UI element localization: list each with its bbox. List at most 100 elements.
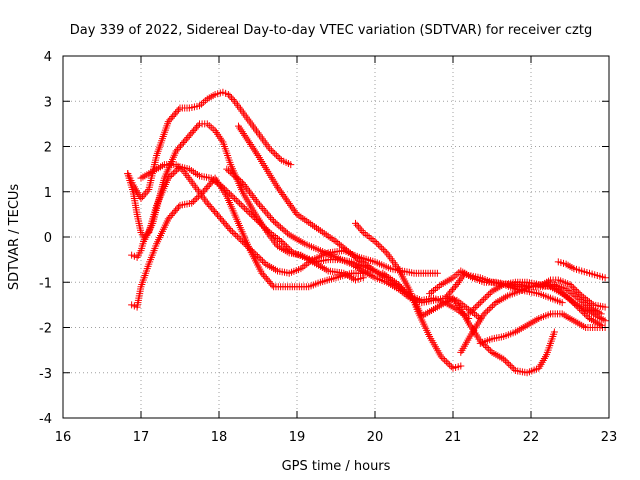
x-axis-label: GPS time / hours (282, 459, 391, 474)
plus-marker (140, 191, 148, 199)
y-tick-label: -3 (39, 367, 52, 382)
plus-marker (268, 215, 276, 223)
series-arc-14 (476, 310, 609, 347)
plus-marker (402, 288, 410, 296)
plus-marker (485, 345, 493, 353)
plus-marker (396, 282, 404, 290)
plus-marker (276, 154, 284, 162)
plus-marker (399, 285, 407, 293)
plus-marker (262, 274, 270, 282)
plus-marker (212, 209, 220, 217)
plus-marker (221, 219, 229, 227)
plus-marker (237, 201, 245, 209)
plus-marker (173, 205, 181, 213)
plus-marker (214, 211, 222, 219)
plus-marker (378, 244, 386, 252)
plus-marker (566, 281, 574, 289)
plus-marker (334, 239, 342, 247)
plus-marker (235, 234, 243, 242)
plus-marker (358, 227, 366, 235)
plus-marker (172, 206, 180, 214)
plus-marker (348, 250, 356, 258)
plus-marker (398, 284, 406, 292)
plus-marker (188, 199, 196, 207)
plus-marker (164, 215, 172, 223)
x-tick-label: 16 (55, 430, 72, 445)
plus-marker (404, 290, 412, 298)
plus-marker (170, 111, 178, 119)
plus-marker (191, 125, 199, 133)
plus-marker (257, 220, 265, 228)
plus-marker (228, 170, 236, 178)
plus-marker (408, 295, 416, 303)
y-tick-label: 0 (44, 231, 52, 246)
plus-marker (584, 313, 592, 321)
plus-marker (500, 355, 508, 363)
plus-marker (264, 227, 272, 235)
plus-marker (447, 363, 455, 371)
plus-marker (272, 151, 280, 159)
plus-marker (576, 290, 584, 298)
plus-marker (228, 228, 236, 236)
x-tick-labels: 16 17 18 19 20 21 22 23 (55, 430, 618, 445)
plus-marker (238, 238, 246, 246)
plus-marker (139, 193, 147, 201)
x-tick-label: 23 (601, 430, 618, 445)
plus-marker (447, 287, 455, 295)
plus-marker (449, 286, 457, 294)
plus-marker (205, 181, 213, 189)
plus-marker (271, 150, 279, 158)
plus-marker (222, 186, 230, 194)
plus-marker (193, 194, 201, 202)
series-arc-16 (554, 258, 609, 282)
plus-marker (485, 305, 493, 313)
x-tick-label: 20 (367, 430, 384, 445)
plus-marker (188, 128, 196, 136)
plus-marker (344, 248, 352, 256)
plus-marker (218, 216, 226, 224)
plus-marker (194, 122, 202, 130)
plus-marker (480, 310, 488, 318)
plus-marker (164, 118, 172, 126)
plus-marker (137, 195, 145, 203)
plus-marker (508, 363, 516, 371)
x-tick-label: 17 (133, 430, 150, 445)
plus-marker (352, 219, 359, 227)
plus-marker (355, 223, 363, 231)
plus-marker (284, 198, 292, 206)
plus-marker (258, 269, 266, 277)
plus-marker (222, 221, 230, 229)
plus-marker (142, 189, 150, 197)
plus-marker (239, 203, 247, 211)
plus-marker (433, 269, 441, 277)
plus-marker (446, 361, 454, 369)
plus-marker (482, 308, 490, 316)
plus-marker (191, 196, 199, 204)
plus-marker (226, 92, 234, 100)
x-tick-label: 22 (523, 430, 540, 445)
plus-marker (279, 190, 287, 198)
plus-marker (259, 222, 267, 230)
plus-marker (277, 189, 285, 197)
plus-marker (254, 199, 262, 207)
plus-marker (221, 185, 229, 193)
y-tick-label: 2 (44, 141, 52, 156)
plus-marker (203, 199, 211, 207)
plus-marker (483, 292, 491, 300)
plus-marker (236, 199, 244, 207)
plus-marker (442, 358, 450, 366)
plus-marker (466, 308, 474, 316)
plus-marker (206, 202, 214, 210)
plus-marker (284, 244, 292, 252)
plus-marker (381, 247, 389, 255)
plus-marker (371, 238, 379, 246)
plus-marker (274, 153, 282, 161)
plus-marker (437, 353, 445, 361)
plus-marker (225, 167, 233, 175)
plus-marker (288, 203, 296, 211)
plus-marker (269, 148, 277, 156)
plus-marker (274, 183, 281, 191)
plus-marker (580, 310, 588, 318)
plus-marker (346, 249, 354, 257)
